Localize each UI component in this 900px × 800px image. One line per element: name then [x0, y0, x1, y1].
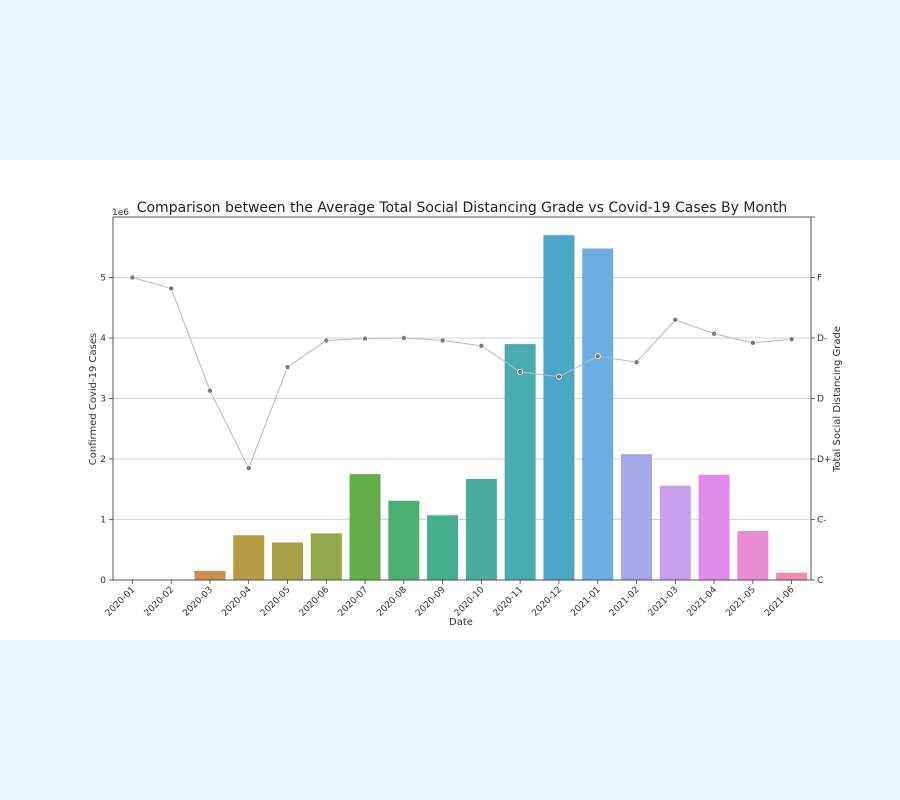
bar-2020-12 — [543, 235, 575, 580]
x-tick-label: 2020-05 — [259, 585, 293, 619]
bar-2021-05 — [737, 530, 769, 580]
bar-2021-06 — [776, 572, 808, 580]
x-tick-label: 2020-06 — [298, 585, 332, 619]
y2-tick-label: F — [817, 274, 822, 284]
x-tick-label: 2021-02 — [608, 585, 642, 619]
x-tick-label: 2020-01 — [104, 585, 138, 619]
x-tick-label: 2020-09 — [414, 585, 448, 619]
grade-point-2020-02 — [168, 285, 175, 292]
grade-point-2020-03 — [206, 387, 213, 394]
grade-point-2020-08 — [400, 334, 407, 341]
grade-point-2021-01 — [594, 353, 601, 360]
bar-2021-02 — [620, 454, 653, 580]
y2-tick-label: D- — [817, 334, 827, 344]
grade-point-2020-10 — [478, 342, 485, 349]
grade-point-2021-04 — [711, 330, 718, 337]
grade-point-2021-05 — [749, 339, 756, 346]
bar-2020-06 — [310, 533, 342, 580]
bar-2021-03 — [659, 485, 691, 580]
bar-2020-09 — [427, 515, 459, 580]
grade-point-2021-02 — [633, 359, 640, 366]
plot-frame — [112, 216, 812, 581]
bar-2021-04 — [698, 474, 730, 580]
grade-point-2020-05 — [284, 364, 291, 371]
bar-2020-07 — [349, 474, 381, 580]
grade-point-2021-03 — [672, 316, 679, 323]
y2-tick-label: D+ — [817, 455, 831, 465]
y2-tick-label: C- — [817, 516, 827, 526]
grade-point-2020-12 — [555, 373, 562, 380]
line-layer — [129, 274, 795, 472]
grade-point-2021-06 — [788, 336, 795, 343]
y-offset-label: 1e6 — [112, 208, 129, 218]
y2-tick-label: C — [817, 576, 823, 586]
grade-point-2020-04 — [245, 465, 252, 472]
y-tick-label: 5 — [100, 274, 106, 284]
chart-panel: Comparison between the Average Total Soc… — [0, 160, 900, 640]
x-tick-label: 2020-03 — [181, 585, 215, 619]
y2-tick-label: D — [817, 395, 824, 405]
y-axis-label: Confirmed Covid-19 Cases — [88, 333, 99, 465]
x-tick-label: 2021-06 — [763, 585, 797, 619]
bar-2020-05 — [271, 542, 304, 580]
bars-layer — [194, 235, 808, 580]
bar-2020-11 — [504, 344, 536, 580]
x-tick-label: 2021-01 — [569, 585, 603, 619]
x-axis-label: Date — [449, 617, 473, 628]
y-tick-label: 2 — [100, 455, 106, 465]
x-tick-label: 2021-05 — [724, 585, 758, 619]
bar-2020-03 — [194, 570, 226, 580]
grade-point-2020-09 — [439, 337, 446, 344]
x-tick-label: 2021-03 — [647, 585, 681, 619]
y2-axis-label: Total Social Distancing Grade — [832, 326, 843, 473]
bar-2020-08 — [388, 500, 420, 580]
x-tick-label: 2020-02 — [143, 585, 177, 619]
grade-point-2020-01 — [129, 274, 136, 281]
bar-2020-04 — [233, 535, 265, 580]
grade-point-2020-11 — [517, 368, 524, 375]
x-tick-label: 2020-07 — [337, 585, 371, 619]
y-tick-label: 1 — [100, 516, 106, 526]
grade-point-2020-06 — [323, 337, 330, 344]
x-tick-label: 2020-12 — [530, 585, 564, 619]
bar-2020-10 — [465, 478, 497, 580]
chart-svg: Comparison between the Average Total Soc… — [88, 200, 843, 628]
grade-line — [132, 277, 792, 470]
x-tick-label: 2021-04 — [686, 585, 720, 619]
y-tick-label: 0 — [100, 576, 106, 586]
bar-2021-01 — [582, 248, 614, 580]
x-tick-label: 2020-11 — [492, 585, 526, 619]
y-tick-label: 4 — [100, 334, 106, 344]
chart-title: Comparison between the Average Total Soc… — [137, 200, 788, 216]
x-tick-label: 2020-04 — [220, 585, 254, 619]
x-tick-label: 2020-08 — [375, 585, 409, 619]
y-tick-label: 3 — [100, 395, 106, 405]
x-tick-label: 2020-10 — [453, 585, 487, 619]
grade-point-2020-07 — [362, 335, 369, 342]
